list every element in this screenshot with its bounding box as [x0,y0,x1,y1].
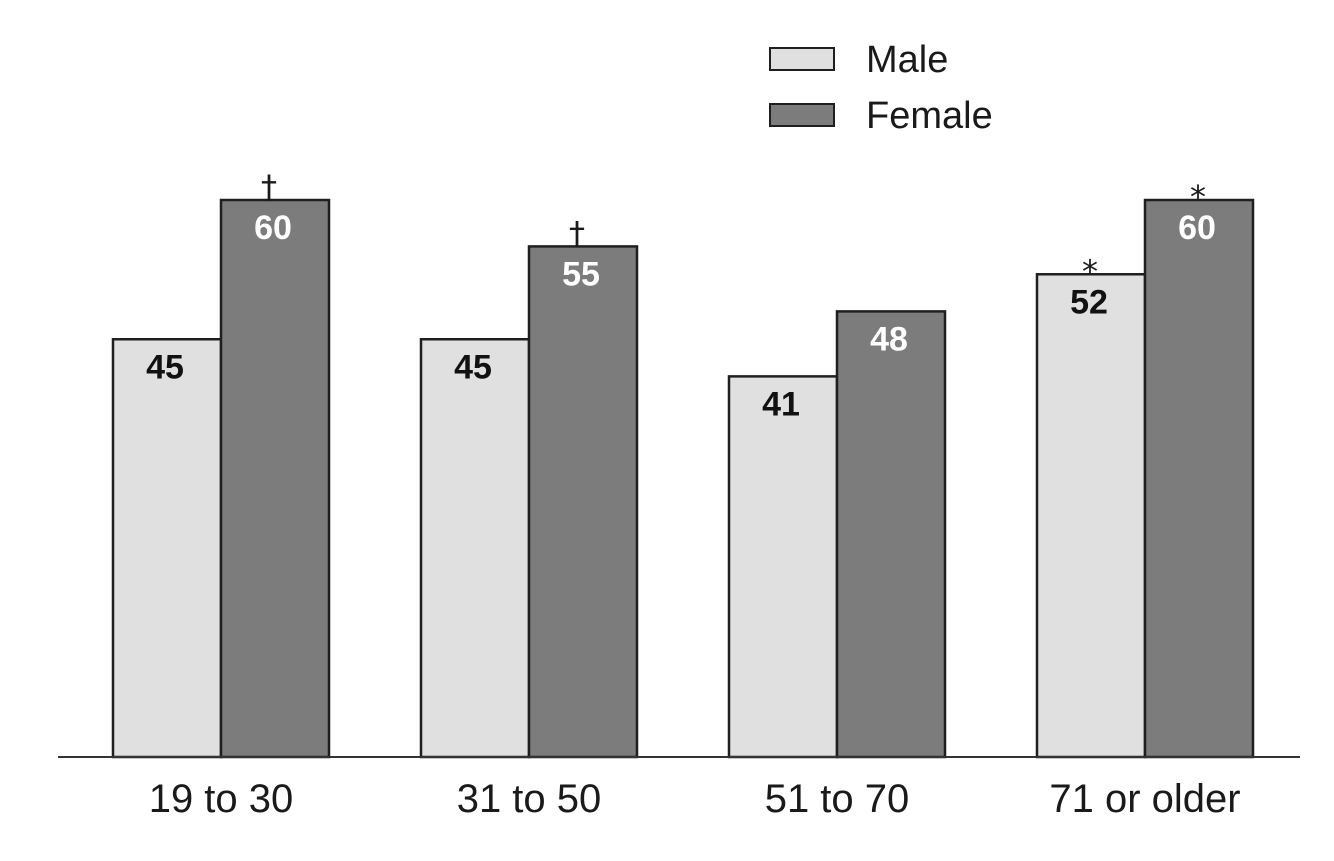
bar-male [419,338,531,759]
legend-label-female: Female [866,95,993,137]
data-label-male: 52 [1070,283,1108,321]
x-tick-labels: 19 to 30 31 to 50 51 to 70 71 or older [149,777,1241,821]
x-tick-label: 71 or older [1049,777,1240,821]
data-label-female: 55 [562,255,600,293]
data-label-female: 60 [1178,209,1216,247]
legend-label-male: Male [866,39,948,81]
bar-female [527,245,639,759]
bar-male [1035,273,1147,759]
significance-marker: * [1190,178,1206,216]
legend: Male Female [769,39,993,137]
x-tick-label: 19 to 30 [149,777,294,821]
data-label-male: 45 [454,348,492,386]
significance-marker: † [569,214,585,252]
x-tick-label: 51 to 70 [765,777,910,821]
data-label-male: 41 [762,385,800,423]
legend-swatch-male [769,47,835,71]
significance-marker: * [1082,252,1098,290]
legend-swatch-female [769,103,835,127]
data-label-female: 48 [870,320,908,358]
bar-female [219,198,331,759]
data-label-female: 60 [254,209,292,247]
bar-male [727,375,839,759]
x-tick-label: 31 to 50 [457,777,602,821]
data-label-male: 45 [146,348,184,386]
bar-male [111,338,223,759]
bar-female [1143,198,1255,759]
bar-female [835,310,947,759]
significance-marker: † [261,168,277,206]
